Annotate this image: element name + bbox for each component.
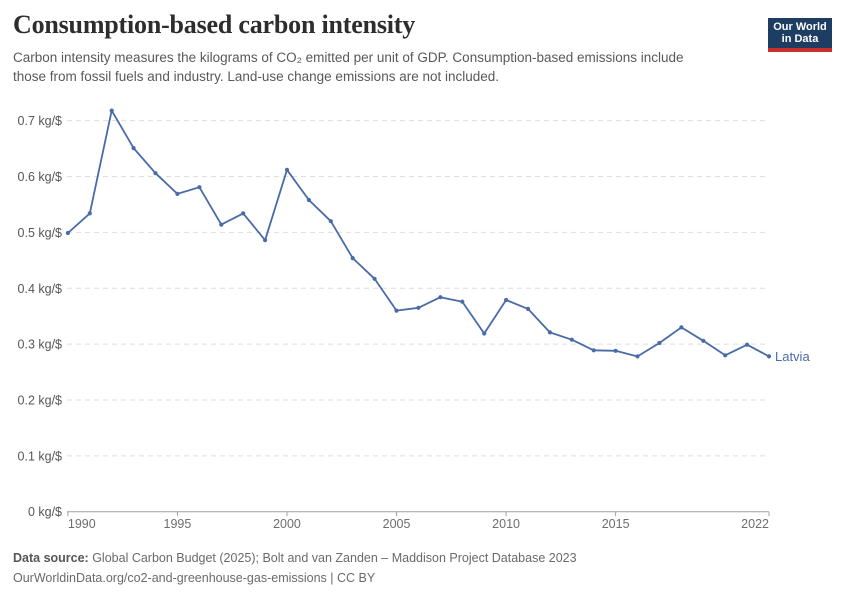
data-point <box>679 325 684 330</box>
data-point <box>372 276 377 281</box>
data-point <box>87 211 92 216</box>
data-point <box>328 219 333 224</box>
y-tick-label: 0.2 kg/$ <box>18 393 63 407</box>
chart-subtitle: Carbon intensity measures the kilograms … <box>13 50 684 84</box>
y-tick-label: 0.5 kg/$ <box>18 226 63 240</box>
y-tick-label: 0.7 kg/$ <box>18 114 63 128</box>
data-point <box>241 211 246 216</box>
data-point <box>306 197 311 203</box>
data-source-label: Data source: <box>13 551 89 565</box>
data-point <box>635 354 640 359</box>
carbon-intensity-line-chart: 0 kg/$ 0.1 kg/$ 0.2 kg/$ 0.3 kg/$ 0.4 kg/$ 0.… <box>18 108 810 531</box>
x-tick-label: 2000 <box>273 517 301 531</box>
gridlines <box>67 120 769 457</box>
x-axis: 1990 1995 2000 2005 2010 2015 2022 <box>67 511 770 531</box>
data-point <box>482 331 487 336</box>
data-point <box>657 340 662 346</box>
data-source-text: Global Carbon Budget (2025); Bolt and va… <box>88 551 577 565</box>
data-point <box>109 108 114 113</box>
data-point <box>723 353 728 358</box>
data-point <box>131 146 136 151</box>
series-latvia: Latvia <box>65 108 810 364</box>
y-tick-label: 0 kg/$ <box>28 505 62 519</box>
data-point <box>460 299 465 304</box>
x-tick-label: 2010 <box>492 517 520 531</box>
data-point <box>416 305 421 310</box>
y-tick-label: 0.3 kg/$ <box>18 338 63 352</box>
y-tick-label: 0.1 kg/$ <box>18 449 63 463</box>
data-point <box>766 354 772 359</box>
data-point <box>504 297 509 303</box>
x-tick-label: 1995 <box>164 517 192 531</box>
owid-logo-line2: in Data <box>781 33 819 45</box>
x-tick-label: 2015 <box>602 517 630 531</box>
y-axis-labels: 0 kg/$ 0.1 kg/$ 0.2 kg/$ 0.3 kg/$ 0.4 kg/$ 0.… <box>18 114 63 519</box>
data-point <box>701 338 706 343</box>
x-tick-label: 2022 <box>741 517 769 531</box>
data-point <box>438 295 443 300</box>
series-end-label: Latvia <box>775 349 810 364</box>
data-point <box>394 308 399 313</box>
owid-logo-line1: Our World <box>773 20 827 33</box>
data-point <box>197 185 202 190</box>
data-point <box>591 348 596 353</box>
chart-footer: Data source: Global Carbon Budget (2025)… <box>13 548 833 588</box>
data-point <box>175 191 180 196</box>
data-point <box>219 222 224 227</box>
data-point <box>65 230 70 236</box>
y-tick-label: 0.6 kg/$ <box>18 170 63 184</box>
data-point <box>745 342 750 347</box>
series-line <box>67 109 770 358</box>
x-tick-label: 2005 <box>383 517 411 531</box>
data-point <box>153 171 158 176</box>
data-point <box>263 238 268 243</box>
data-point <box>350 256 355 261</box>
data-point <box>613 348 618 353</box>
page-title: Consumption-based carbon intensity <box>13 10 416 39</box>
data-point <box>525 306 531 311</box>
data-point <box>569 337 574 342</box>
data-point <box>284 167 290 172</box>
y-tick-label: 0.4 kg/$ <box>18 282 63 296</box>
citation-line: OurWorldinData.org/co2-and-greenhouse-ga… <box>13 571 376 585</box>
data-source-line: Data source: Global Carbon Budget (2025)… <box>13 548 833 568</box>
x-tick-label: 1990 <box>68 517 96 531</box>
data-point <box>547 330 553 335</box>
owid-logo: Our World in Data <box>768 18 832 52</box>
